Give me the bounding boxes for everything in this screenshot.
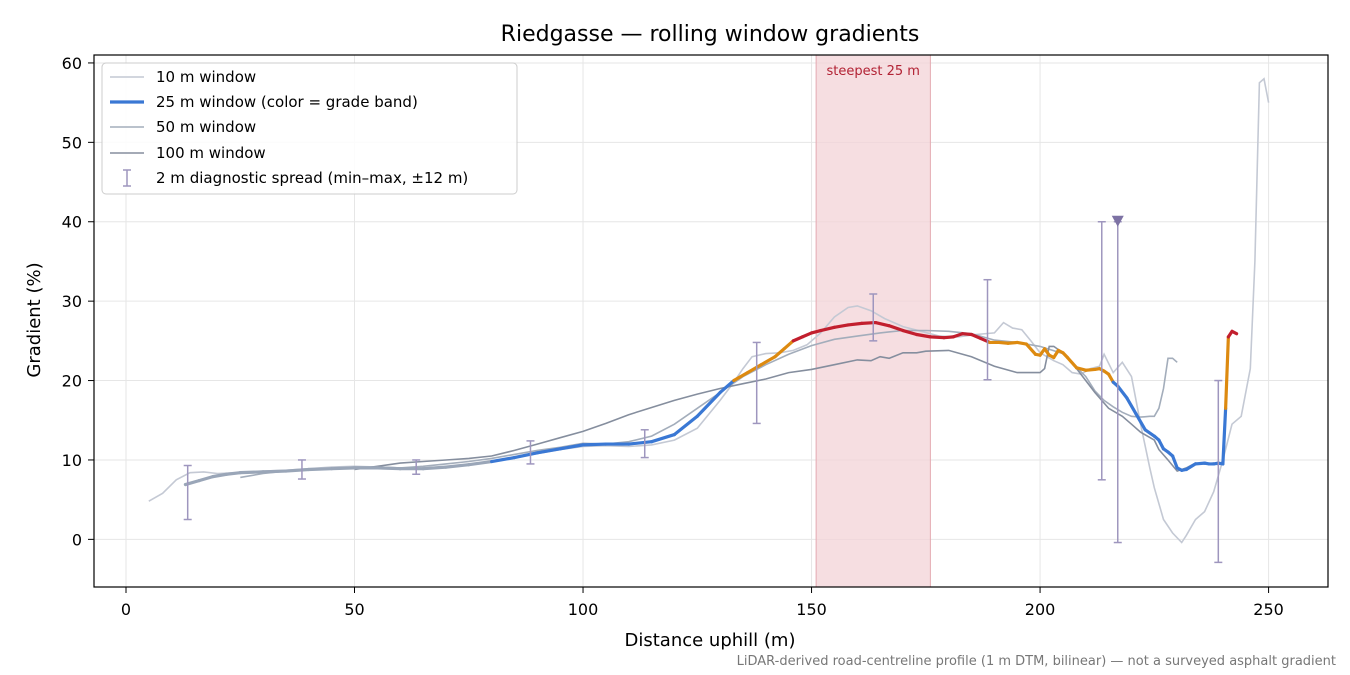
series-25m-segment [1157,438,1166,451]
series-25m-segment [951,332,964,339]
series-25m-segment [1221,406,1228,466]
y-tick-label: 40 [62,213,82,232]
series-25m-segment [581,442,608,447]
series-25m-segment [421,465,448,471]
series-25m-segment [759,355,777,367]
x-tick-label: 150 [796,600,827,619]
x-tick-label: 50 [344,600,364,619]
series-25m-segment [873,320,891,328]
y-tick-label: 10 [62,451,82,470]
series-25m-segment [1184,462,1198,472]
y-tick-label: 60 [62,54,82,73]
series-25m-segment [261,469,288,474]
series-25m-segment [535,447,562,455]
axes-frame [93,54,1329,588]
series-25m-segment [832,323,850,329]
series-25m-segment [732,371,750,383]
series-25m-segment [928,335,946,340]
series-25m-segment [224,471,242,476]
x-tick-label: 100 [568,600,599,619]
series-25m-segment [211,472,229,479]
y-tick-label: 50 [62,133,82,152]
series-25m-segment [1065,355,1079,370]
y-tick-label: 20 [62,372,82,391]
series-25m-segment [558,443,585,451]
y-tick-label: 30 [62,292,82,311]
plot-area: steepest 25 m 0 50 100 150 200 250 0 10 20 30 40 50 6… [62,54,1329,619]
series-25m-segment [627,440,654,446]
series-25m-segment [782,339,795,351]
series-25m-segment [330,466,357,471]
series-25m-segment [718,378,736,395]
clipped-marker [1111,215,1124,227]
series-25m-segment [800,331,814,339]
series-25m-segment [1224,335,1230,410]
series-25m-segment [307,467,334,472]
series-25m-segment [238,470,265,475]
series-25m-segment [846,321,864,327]
chart-title: Riedgasse — rolling window gradients [501,22,920,47]
legend-label: 100 m window [156,144,266,162]
series-25m-segment [672,414,699,437]
series-25m-segment [969,332,983,341]
series-25m-segment [791,335,805,343]
x-tick-label: 250 [1253,600,1284,619]
legend-label: 10 m window [156,68,256,86]
x-tick-label: 200 [1025,600,1056,619]
series-25m-segment [649,432,677,444]
series-25m-segment [887,324,905,333]
series-lines [148,77,1270,544]
series-25m-segment [773,347,786,359]
series-25m-segment [1134,412,1147,432]
x-tick-label: 0 [121,600,131,619]
y-tick-label: 0 [72,530,82,549]
legend-label: 2 m diagnostic spread (min–max, ±12 m) [156,169,468,187]
legend: 10 m window 25 m window (color = grade ba… [101,62,518,195]
series-25m-segment [375,466,402,471]
series-25m-segment [197,475,215,483]
series-100m-line [354,345,1224,473]
series-25m-segment [467,459,494,467]
legend-label: 25 m window (color = grade band) [156,93,418,111]
x-axis-label: Distance uphill (m) [625,630,796,651]
y-axis-label: Gradient (%) [24,262,45,377]
series-25m-segment [695,390,722,418]
axis-ticks: 0 50 100 150 200 250 0 10 20 30 40 50 60 [62,54,1284,619]
series-25m-segment [819,325,837,333]
series-25m-segment [1171,454,1179,470]
series-25m-segment [1230,329,1239,336]
series-25m-segment [1125,396,1138,416]
series-25m-segment [1116,384,1129,400]
steepest-band-label: steepest 25 m [827,64,920,79]
series-50m-line [240,329,1178,479]
series-25m-segment [284,467,311,473]
series-25m-segment [1143,428,1156,438]
series-25m-segment [979,336,992,345]
series-25m-segment [512,451,539,460]
series-25m-segment [1024,342,1038,356]
footnote: LiDAR-derived road-centreline profile (1… [737,654,1336,669]
series-25m-segment [745,363,763,375]
legend-label: 50 m window [156,118,256,136]
series-25m-segment [915,332,932,339]
series-25m-segment [490,455,517,464]
diagnostic-spread [183,215,1223,564]
series-25m-segment [901,328,919,337]
legend-box [101,62,518,195]
series-25m-segment [444,463,471,469]
